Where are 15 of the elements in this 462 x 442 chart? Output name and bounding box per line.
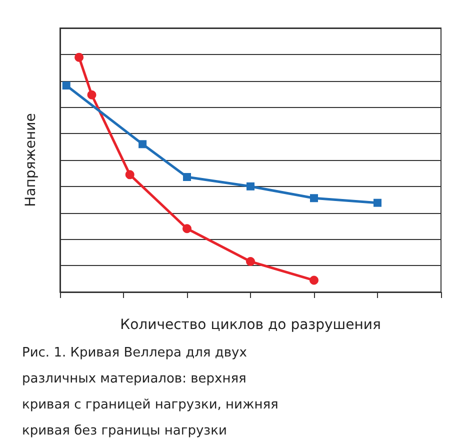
- point: [310, 276, 318, 285]
- point: [374, 198, 382, 207]
- x-axis-title: Количество циклов до разрушения: [120, 317, 381, 333]
- y-axis-title: Напряжение: [23, 113, 39, 207]
- text: Рис. 1. Кривая Веллера для двух различных материалов: верхняя кривая с границей нагрузки, нижняя кривая без границы нагрузки: [22, 346, 282, 438]
- point: [138, 140, 147, 148]
- point: [310, 194, 318, 202]
- point: [246, 256, 255, 266]
- point: [62, 81, 70, 90]
- point: [74, 52, 84, 62]
- point: [87, 90, 96, 100]
- point: [183, 173, 191, 182]
- point: [246, 182, 254, 190]
- point: [182, 224, 192, 234]
- point: [125, 170, 134, 180]
